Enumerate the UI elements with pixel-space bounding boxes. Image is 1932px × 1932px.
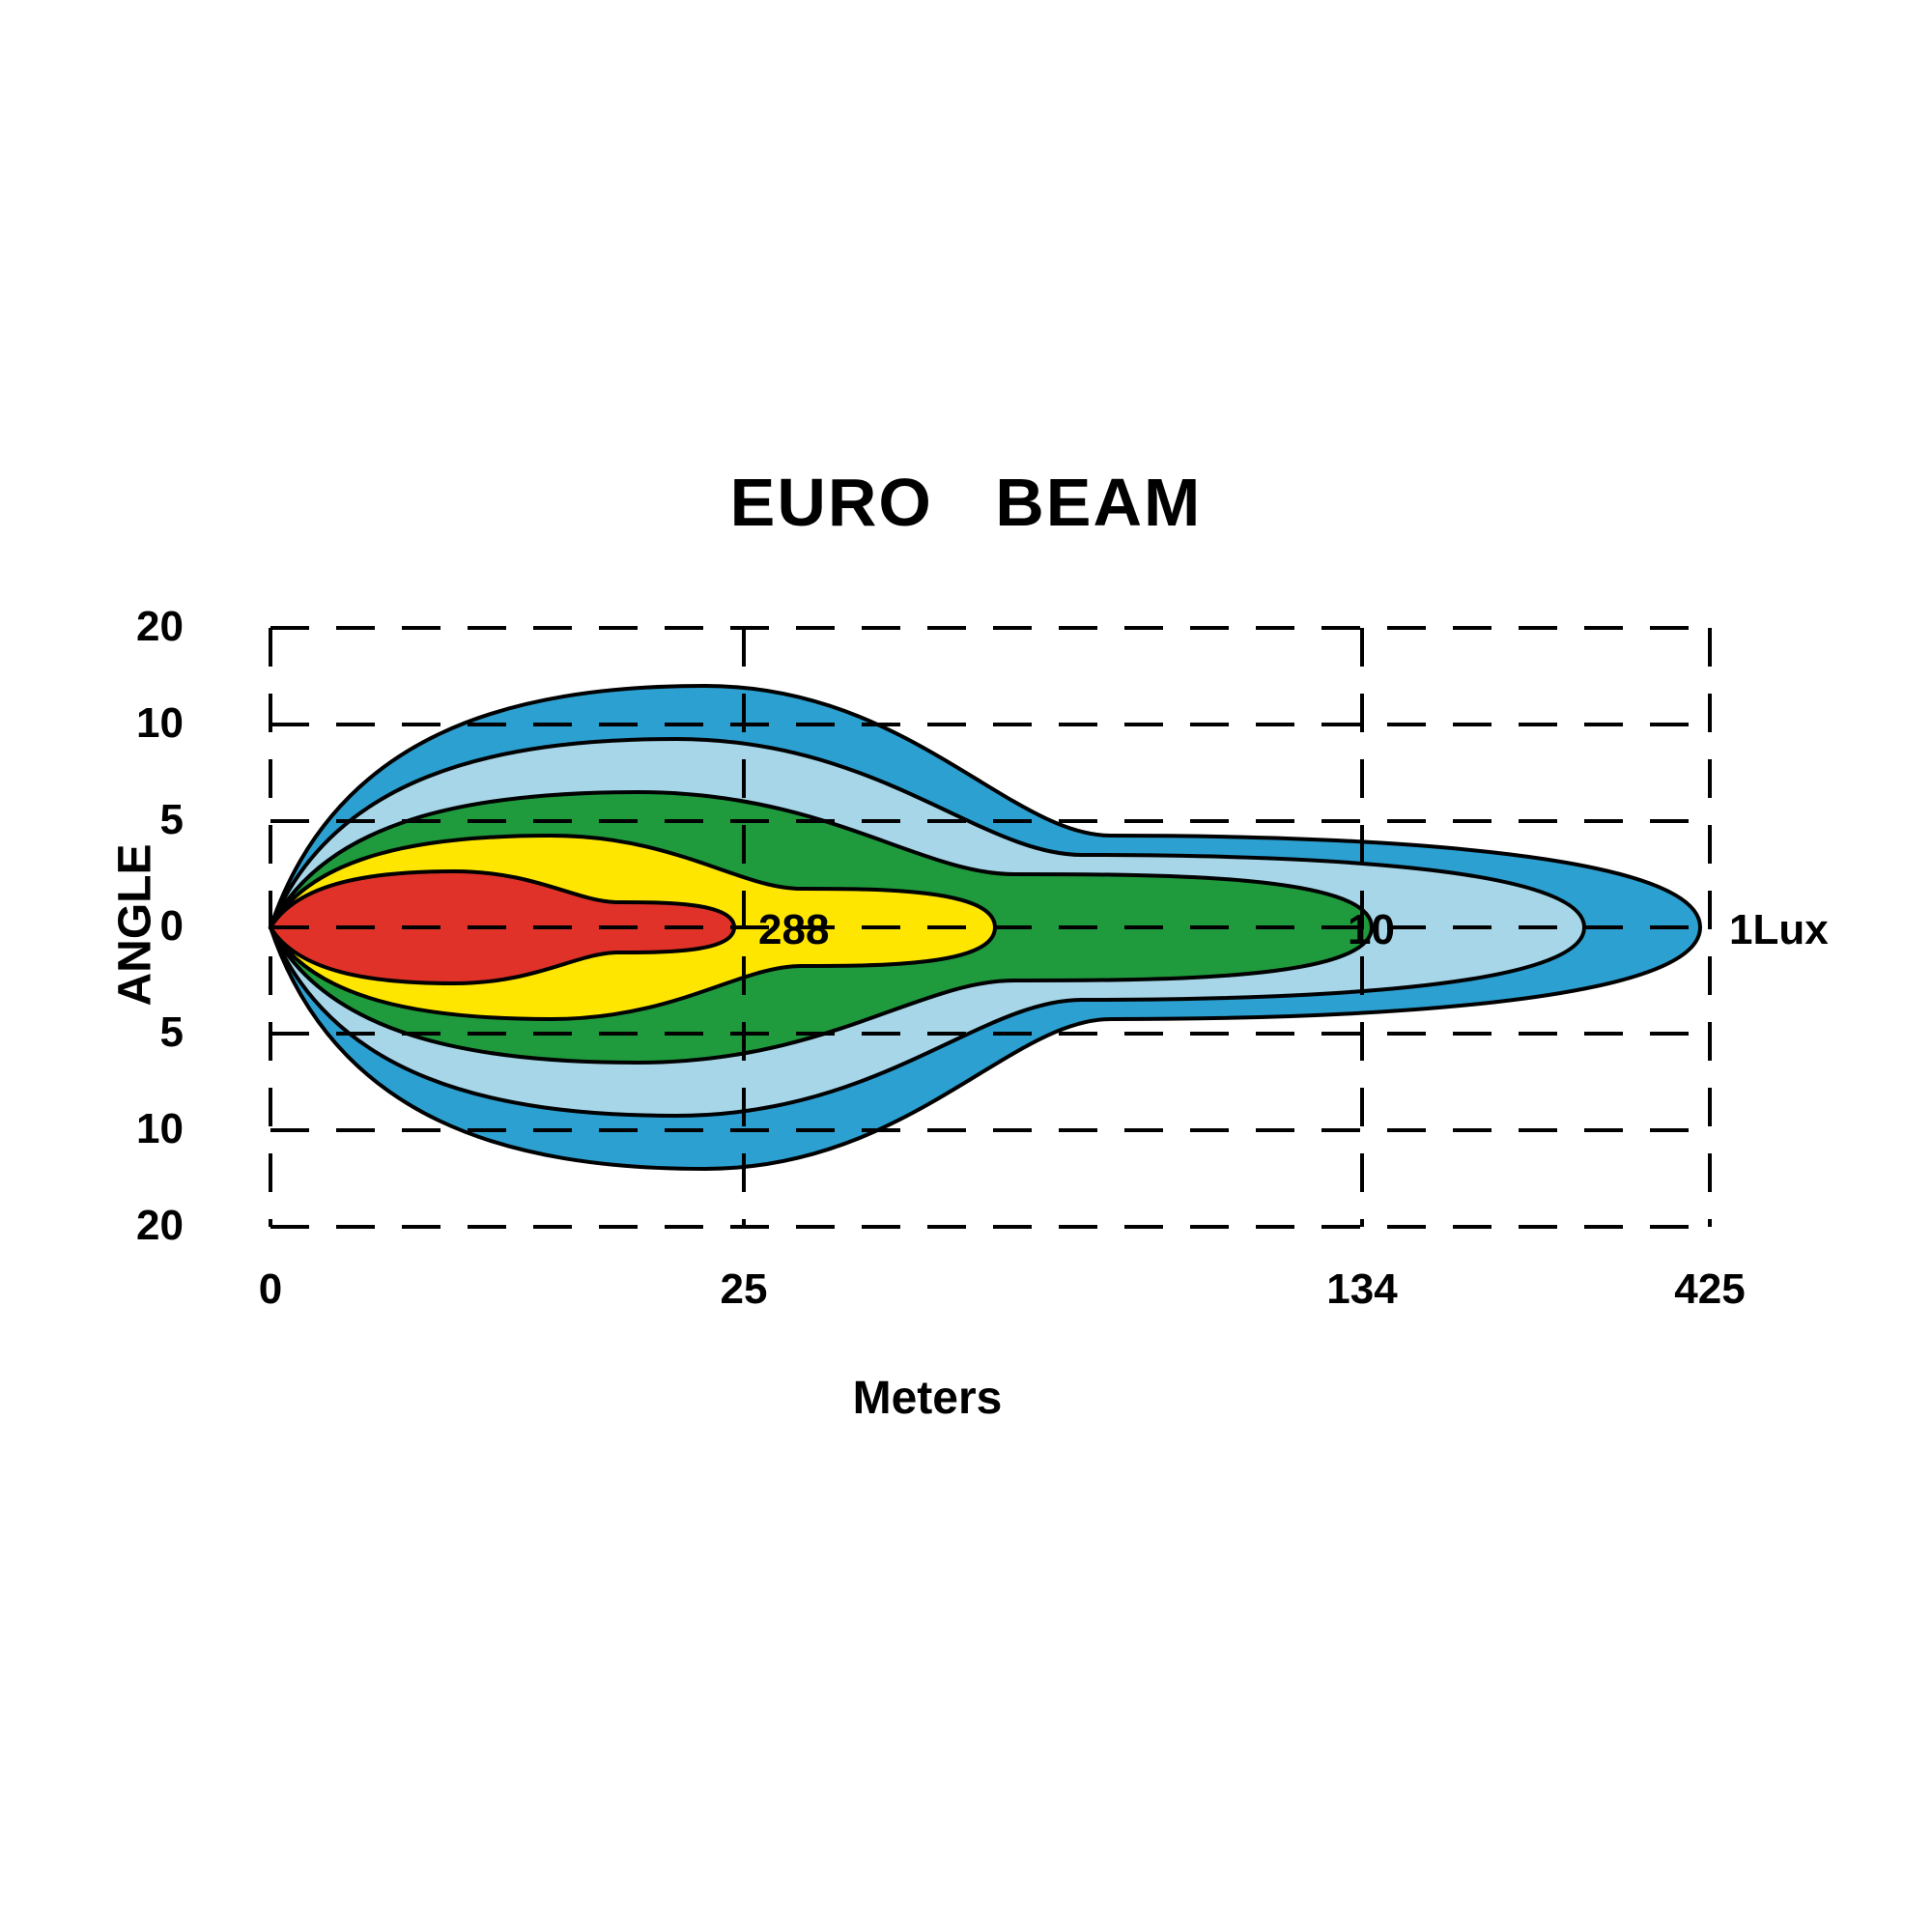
tick-label: 10 xyxy=(106,1105,184,1153)
tick-label: 0 xyxy=(213,1265,328,1314)
annotation-label: 1Lux xyxy=(1729,906,1829,954)
tick-label: 10 xyxy=(106,699,184,748)
tick-label: 134 xyxy=(1304,1265,1420,1314)
tick-label: 0 xyxy=(106,902,184,951)
annotation-label: 288 xyxy=(758,906,829,954)
tick-label: 425 xyxy=(1652,1265,1768,1314)
tick-label: 20 xyxy=(106,1202,184,1250)
chart-container: { "chart": { "type": "contour-beam-patte… xyxy=(0,0,1932,1932)
tick-label: 20 xyxy=(106,603,184,651)
beam-plot-svg xyxy=(0,0,1932,1932)
tick-label: 5 xyxy=(106,796,184,844)
tick-label: 25 xyxy=(686,1265,802,1314)
tick-label: 5 xyxy=(106,1009,184,1057)
annotation-label: 10 xyxy=(1348,906,1395,954)
